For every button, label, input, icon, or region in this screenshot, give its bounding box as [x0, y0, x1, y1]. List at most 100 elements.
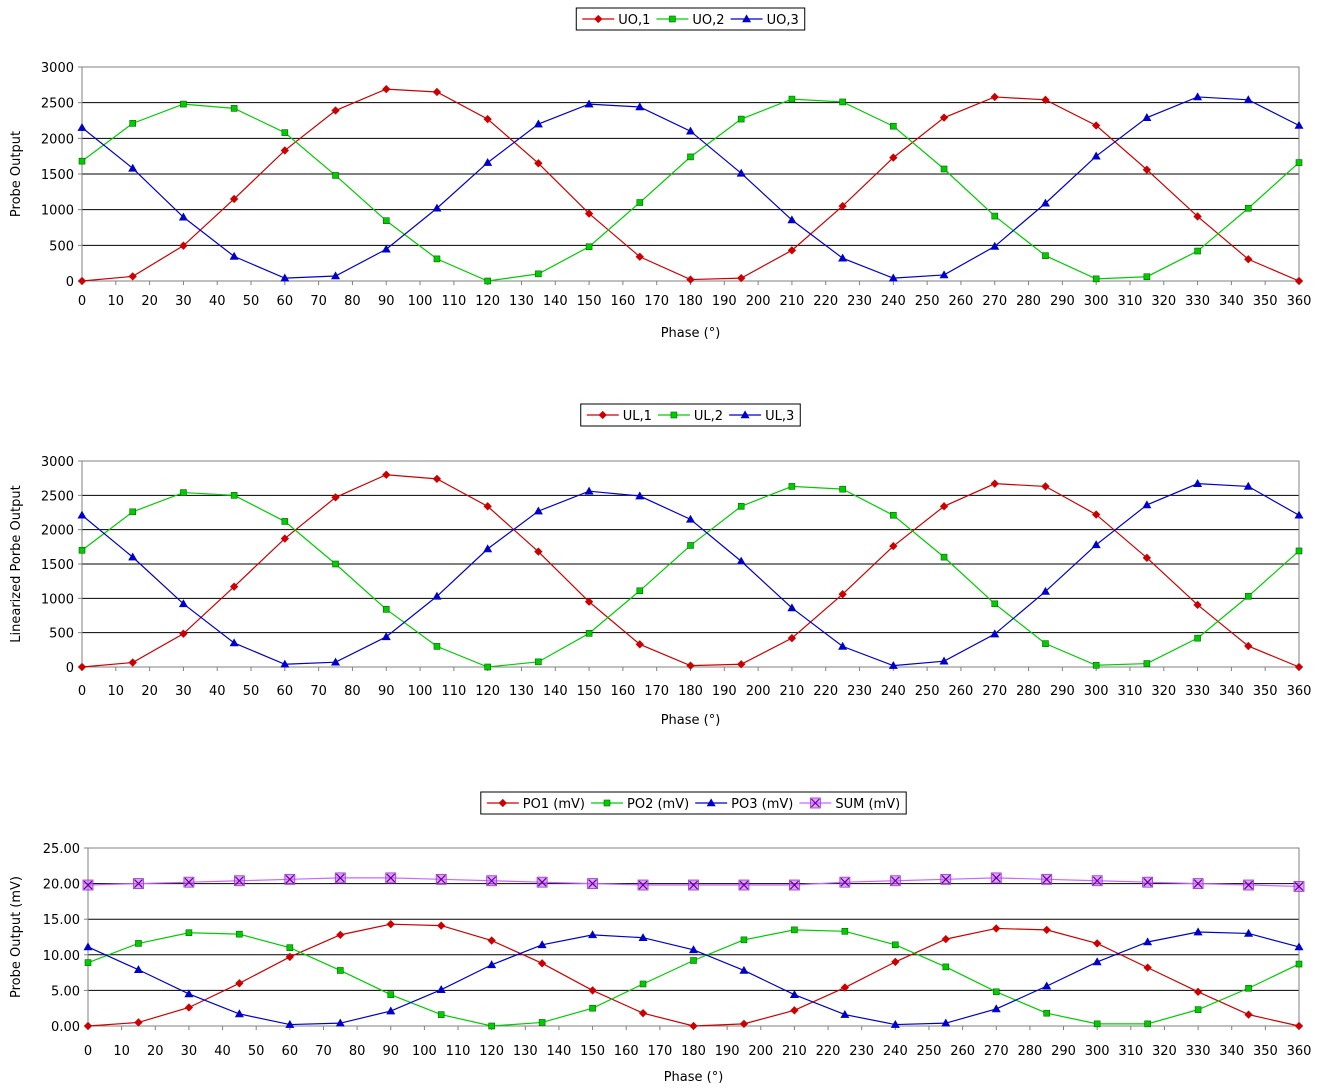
data-point: [1193, 600, 1202, 610]
data-point: [1295, 547, 1303, 555]
data-point: [83, 1021, 93, 1031]
data-point: [382, 470, 391, 479]
x-tick-label: 90: [378, 684, 395, 699]
series-4: [82, 872, 1305, 892]
data-point: [1142, 165, 1152, 174]
series-1: [77, 470, 1304, 672]
data-point: [235, 979, 244, 988]
legend-marker: [498, 798, 507, 808]
data-point: [229, 251, 239, 260]
legend-marker: [742, 14, 752, 23]
data-point: [78, 546, 86, 554]
x-tick-label: 50: [243, 294, 260, 309]
data-point: [281, 129, 289, 136]
data-point: [841, 928, 849, 935]
data-point: [180, 489, 187, 496]
data-point: [1295, 960, 1303, 968]
x-tick-label: 80: [349, 1044, 366, 1059]
x-tick-label: 350: [1253, 294, 1278, 309]
data-point: [990, 92, 999, 102]
data-point: [229, 582, 239, 591]
series-2: [84, 926, 1303, 1030]
data-point: [537, 940, 547, 949]
chart-1: 0 500 1000 1500 2000 2500 3000 0 10 20 30 40 50 60 70 8…: [9, 7, 1312, 341]
x-tick-label: 340: [1219, 294, 1244, 309]
series-line: [81, 98, 1300, 282]
data-point: [1040, 586, 1050, 595]
legend: UO,1 UO,2 UO,3: [575, 7, 806, 31]
data-point: [178, 599, 188, 608]
data-point: [990, 241, 1000, 250]
x-tick-label: 10: [108, 684, 125, 699]
legend-item: UL,3: [729, 409, 794, 424]
data-point: [381, 244, 391, 253]
data-point: [537, 959, 547, 968]
data-point: [129, 120, 137, 127]
data-point: [739, 965, 749, 974]
data-point: [1143, 963, 1152, 972]
data-point: [280, 659, 290, 668]
legend-marker: [669, 15, 676, 23]
x-tick-label: 310: [1118, 1044, 1143, 1059]
data-point: [432, 203, 442, 212]
data-point: [584, 486, 594, 495]
data-point: [280, 273, 290, 282]
y-tick-label: 2000: [41, 524, 74, 539]
data-point: [1193, 212, 1202, 221]
data-point: [184, 989, 194, 998]
y-tick-label: 2500: [41, 97, 74, 112]
data-point: [1142, 876, 1154, 888]
y-tick-label: 3000: [41, 61, 74, 76]
data-point: [335, 1018, 345, 1027]
data-point: [332, 560, 339, 568]
x-tick-label: 320: [1151, 684, 1176, 699]
x-tick-label: 190: [712, 294, 737, 309]
data-point: [687, 153, 694, 161]
x-tick-label: 220: [816, 1044, 841, 1059]
data-point: [483, 502, 492, 511]
x-tick-label: 270: [982, 684, 1007, 699]
data-point: [889, 541, 898, 551]
x-tick-label: 300: [1084, 294, 1109, 309]
x-tick-label: 330: [1186, 1044, 1211, 1059]
data-point: [940, 553, 948, 561]
data-point: [737, 503, 745, 510]
data-point: [285, 1019, 295, 1028]
data-point: [635, 102, 645, 111]
data-point: [992, 988, 1000, 996]
data-point: [1194, 247, 1201, 255]
x-tick-label: 160: [610, 684, 635, 699]
data-point: [888, 273, 898, 282]
data-point: [230, 105, 238, 112]
series-3: [77, 92, 1304, 282]
legend-marker: [670, 411, 678, 419]
legend-marker: [603, 799, 611, 807]
data-point: [534, 547, 543, 556]
x-tick-label: 360: [1287, 294, 1312, 309]
data-point: [789, 879, 800, 891]
y-tick-label: 0.00: [51, 1020, 80, 1035]
data-point: [129, 508, 137, 516]
data-point: [179, 241, 188, 250]
x-tick-label: 0: [78, 684, 86, 699]
data-point: [487, 960, 497, 969]
data-point: [234, 1009, 244, 1018]
data-point: [686, 275, 695, 284]
data-point: [331, 271, 341, 280]
data-point: [331, 106, 340, 115]
data-point: [385, 872, 397, 884]
x-tick-label: 40: [209, 684, 226, 699]
x-tick-label: 250: [915, 294, 940, 309]
data-point: [280, 534, 289, 543]
data-point: [685, 126, 696, 135]
y-tick-label: 1000: [41, 592, 74, 607]
series-1: [83, 920, 1304, 1031]
x-tick-label: 260: [949, 684, 974, 699]
data-point: [180, 100, 187, 108]
series-line: [81, 474, 1300, 668]
x-tick-label: 270: [984, 1044, 1009, 1059]
data-point: [584, 209, 594, 218]
x-tick-label: 20: [141, 684, 158, 699]
x-axis-label: Phase (°): [661, 326, 721, 341]
